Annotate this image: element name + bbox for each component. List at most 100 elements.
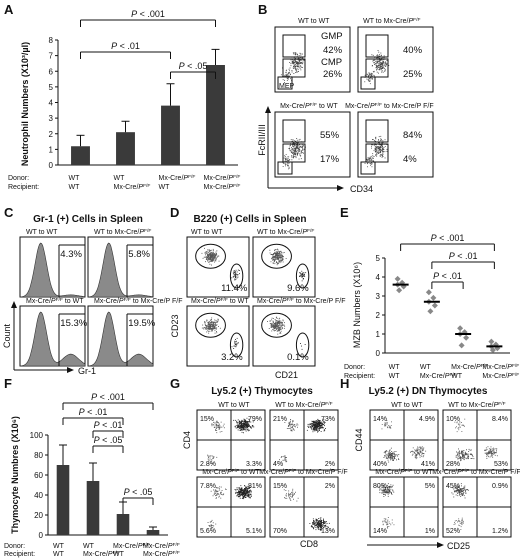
F-category-recipient: Mx-Cre/PF/F — [83, 550, 120, 559]
E-category-donor: Mx-Cre/PF/F — [451, 363, 488, 372]
A-category-recipient: Mx-Cre/PF/F — [114, 183, 151, 192]
A-bar — [116, 132, 135, 165]
H-q-ll: 28% — [446, 461, 460, 468]
E-ytick-label: 3 — [376, 292, 381, 301]
H-q-ur: 4.9% — [419, 416, 435, 423]
G-ylabel: CD4 — [182, 431, 192, 449]
A-bar — [71, 146, 90, 165]
D-gate-value: 0.1% — [287, 352, 309, 363]
F-bracket-label: P < .01 — [94, 420, 123, 430]
B-cmp-value: 4% — [403, 154, 417, 165]
B-ylabel: FcRII/III — [257, 124, 267, 156]
G-plot-dots — [207, 417, 255, 464]
H-q-ur: 8.4% — [492, 416, 508, 423]
G-xlabel: CD8 — [300, 539, 318, 549]
F-ytick-label: 100 — [30, 431, 44, 440]
H-q-ur: 0.9% — [492, 483, 508, 490]
panel-letter-E: E — [340, 205, 349, 220]
panel-letter-D: D — [170, 205, 179, 220]
E-point — [394, 275, 401, 282]
H-q-ll: 40% — [373, 461, 387, 468]
B-gate-mep — [277, 161, 293, 175]
B-plot-title: Mx-Cre/PF/F to Mx-Cre/P F/F — [345, 102, 434, 111]
H-q-ur: 5% — [425, 483, 435, 490]
H-plot-dots — [381, 420, 427, 463]
B-plot-dots — [364, 135, 388, 168]
F-category-recipient: Mx-Cre/PF/F — [143, 550, 180, 559]
A-category-donor: Mx-Cre/PF/F — [204, 174, 241, 183]
C-plot-title: Mx-Cre/PF/F to Mx-Cre/P F/F — [94, 297, 183, 306]
G-q-ul: 21% — [273, 416, 287, 423]
D-title: B220 (+) Cells in Spleen — [193, 214, 306, 225]
D-plot-title: Mx-Cre/PF/F to Mx-Cre/P F/F — [257, 297, 346, 306]
B-plot-dots — [280, 52, 305, 83]
A-bar — [206, 65, 225, 165]
A-ytick-label: 2 — [49, 130, 54, 139]
G-q-lr: 5.1% — [246, 528, 262, 535]
E-bracket-label: P < .01 — [433, 271, 462, 281]
B-label-gmp: GMP — [321, 31, 343, 42]
H-q-lr: 53% — [494, 461, 508, 468]
C-histogram — [87, 311, 154, 367]
A-bracket-label: P < .001 — [131, 9, 165, 19]
A-category-donor: WT — [114, 175, 126, 182]
D-gate-mzb — [295, 332, 310, 358]
D-gate-mzb — [229, 263, 244, 289]
H-ylabel: CD44 — [354, 428, 364, 451]
C-histogram — [19, 242, 86, 298]
A-ytick-label: 8 — [49, 36, 54, 45]
H-q-ll: 14% — [373, 528, 387, 535]
B-gmp-value: 55% — [320, 130, 340, 141]
B-plot-title: WT to Mx-Cre/PF/F — [363, 17, 420, 26]
H-plot-title: Mx-Cre/PF/F to Mx-Cre/P F/F — [432, 468, 520, 477]
B-gate-cmp — [365, 58, 389, 78]
B-label-cmp: CMP — [321, 57, 342, 68]
F-category-recipient: WT — [53, 551, 65, 558]
B-gmp-value: 84% — [403, 130, 423, 141]
D-plot-frame — [252, 236, 316, 298]
D-gate-mzb — [295, 263, 310, 289]
A-recipient-label: Recipient: — [8, 184, 39, 191]
H-q-ul: 45% — [446, 483, 460, 490]
B-plot-frame — [274, 111, 351, 178]
G-q-ll: 5.6% — [200, 528, 216, 535]
G-q-lr: 3.3% — [246, 461, 262, 468]
D-gate-value: 11.4% — [221, 283, 248, 294]
E-ytick-label: 2 — [376, 311, 381, 320]
E-category-donor: WT — [420, 364, 432, 371]
F-ytick-label: 40 — [34, 491, 43, 500]
A-donor-label: Donor: — [8, 175, 29, 182]
F-category-recipient: WT — [113, 551, 125, 558]
D-gate-follicular — [261, 312, 292, 338]
A-ytick-label: 5 — [49, 83, 54, 92]
C-gate-value: 4.3% — [60, 249, 82, 260]
A-bar — [161, 105, 180, 165]
panel-letter-H: H — [340, 376, 349, 391]
E-recipient-label: Recipient: — [344, 373, 375, 380]
D-gate-mzb — [229, 332, 244, 358]
G-q-ll: 70% — [273, 528, 287, 535]
H-q-ul: 10% — [446, 416, 460, 423]
H-plot-title: WT to Mx-Cre/PF/F — [448, 401, 505, 410]
D-xlabel: CD21 — [275, 370, 298, 380]
D-gate-value: 3.2% — [221, 352, 243, 363]
A-category-donor: WT — [69, 175, 81, 182]
C-ylabel: Count — [2, 324, 12, 349]
F-donor-label: Donor: — [4, 543, 25, 550]
panel-letter-C: C — [4, 205, 14, 220]
H-xarrow-head — [437, 542, 444, 548]
D-plot-title: WT to WT — [191, 229, 223, 236]
E-category-recipient: WT — [451, 373, 463, 380]
A-category-recipient: WT — [159, 184, 171, 191]
D-gate-value: 9.6% — [287, 283, 309, 294]
F-recipient-label: Recipient: — [4, 551, 35, 558]
D-ylabel: CD23 — [170, 314, 180, 337]
F-category-donor: Mx-Cre/PF/F — [143, 542, 180, 551]
B-plot-dots — [364, 50, 390, 85]
B-yarrow-head — [265, 106, 271, 113]
A-ytick-label: 3 — [49, 114, 54, 123]
F-bar — [56, 465, 70, 535]
G-q-ur: 79% — [248, 416, 262, 423]
E-category-recipient: Mx-Cre/PF/F — [482, 372, 519, 381]
